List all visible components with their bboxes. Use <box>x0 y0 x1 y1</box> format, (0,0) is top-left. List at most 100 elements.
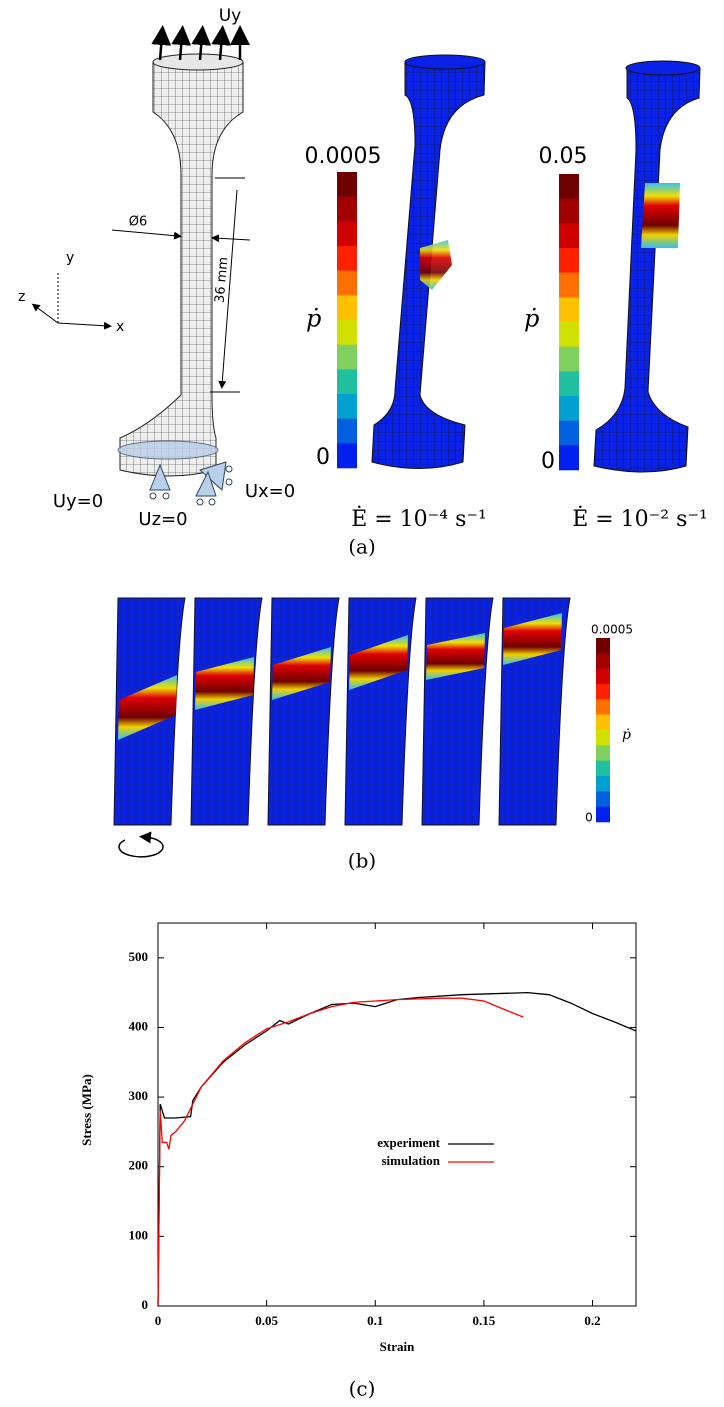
colorbar-min: 0 <box>316 445 330 470</box>
x-tick-label: 0.05 <box>255 1313 278 1328</box>
colorbar-step <box>337 394 357 419</box>
colorbar-min: 0 <box>541 449 555 474</box>
colorbar-step <box>559 174 579 199</box>
x-tick-label: 0.1 <box>367 1313 383 1328</box>
colorbar-min: 0 <box>585 811 593 825</box>
colorbar-step <box>596 776 610 792</box>
axes-triad <box>31 272 112 330</box>
colorbar-step <box>596 668 610 685</box>
chart: 0 100 200 300 400 500 0 0.05 0.1 0.15 0.2 experimen… <box>129 922 637 1328</box>
caption: (b) <box>348 849 376 873</box>
colorbar-step <box>337 172 357 197</box>
legend-label: simulation <box>381 1153 440 1168</box>
colorbar-step <box>337 221 357 247</box>
dimension-lines <box>111 177 251 393</box>
x-axis-label: Strain <box>380 1339 415 1354</box>
strip-band <box>118 675 177 740</box>
colorbar-step <box>596 714 610 731</box>
colorbar-step <box>559 322 579 347</box>
y-tick-label: 400 <box>129 1018 149 1033</box>
colorbar-symbol: ṗ <box>524 305 539 333</box>
strip <box>190 597 263 826</box>
rate-label: Ė = 10⁻² s⁻¹ <box>572 505 708 532</box>
strip-band <box>195 657 254 710</box>
colorbar-step <box>596 638 610 654</box>
colorbar-step <box>559 223 579 249</box>
colorbar <box>337 172 357 469</box>
bc-label: Ux=0 <box>245 481 295 502</box>
colorbar-step <box>337 320 357 345</box>
colorbar-step <box>559 297 579 323</box>
strip <box>344 597 417 826</box>
strip <box>421 597 494 826</box>
strip <box>267 597 340 826</box>
plot-frame <box>157 922 637 1307</box>
x-tick-label: 0.15 <box>473 1313 496 1328</box>
colorbar-step <box>337 418 357 444</box>
colorbar-step <box>596 653 610 669</box>
strip-band <box>349 635 408 690</box>
contour-specimen <box>593 60 701 473</box>
x-tick-label: 0 <box>155 1313 162 1328</box>
colorbar-step <box>596 684 610 700</box>
colorbar-step <box>337 443 357 469</box>
y-tick-label: 0 <box>142 1297 149 1312</box>
length-label: 36 mm <box>213 256 232 303</box>
colorbar-step <box>337 295 357 321</box>
caption: (c) <box>349 1377 376 1401</box>
colorbar-max: 0.0005 <box>305 144 382 169</box>
load-label: Uy <box>219 6 242 26</box>
colorbar-max: 0.0005 <box>591 623 633 637</box>
colorbar <box>559 174 579 471</box>
bc-label: Uz=0 <box>138 509 187 530</box>
rate-label: Ė = 10⁻⁴ s⁻¹ <box>351 505 487 532</box>
axis-label: z <box>18 289 25 305</box>
colorbar-step <box>337 369 357 395</box>
line <box>157 991 637 1307</box>
colorbar-step <box>596 791 610 807</box>
axis-label: x <box>116 319 124 335</box>
strip-band <box>272 647 331 700</box>
strip-band <box>426 633 485 680</box>
contour-specimen <box>371 54 486 469</box>
colorbar-step <box>596 760 610 777</box>
colorbar-step <box>559 272 579 298</box>
y-axis-label: Stress (MPa) <box>79 1074 94 1146</box>
localization-strips <box>113 597 571 826</box>
colorbar-step <box>559 371 579 397</box>
axis-label: y <box>66 250 74 266</box>
legend-label: experiment <box>377 1135 440 1150</box>
colorbar-step <box>559 396 579 421</box>
bc-label: Uy=0 <box>53 491 103 512</box>
colorbar-symbol: ṗ <box>306 305 321 333</box>
colorbar-step <box>559 346 579 372</box>
colorbar-step <box>559 445 579 471</box>
y-tick-label: 200 <box>129 1158 149 1173</box>
colorbar-max: 0.05 <box>539 144 588 169</box>
colorbar-step <box>559 198 579 224</box>
y-tick-label: 100 <box>129 1227 149 1242</box>
caption: (a) <box>348 535 376 559</box>
strip-band <box>503 613 562 665</box>
colorbar-step <box>337 344 357 370</box>
line <box>157 997 524 1307</box>
diameter-label: Ø6 <box>129 215 148 230</box>
colorbar-step <box>337 196 357 222</box>
y-tick-label: 500 <box>129 949 149 964</box>
rotation-icon <box>118 831 164 858</box>
colorbar-step <box>559 248 579 273</box>
colorbar-step <box>596 699 610 715</box>
colorbar-symbol: ṗ <box>622 727 631 743</box>
supports <box>149 461 233 506</box>
colorbar-step <box>559 420 579 446</box>
colorbar-step <box>337 246 357 271</box>
colorbar-step <box>596 806 610 823</box>
y-tick-label: 300 <box>129 1088 149 1103</box>
colorbar <box>596 638 610 823</box>
x-tick-label: 0.2 <box>584 1313 600 1328</box>
colorbar-step <box>596 745 610 761</box>
colorbar-step <box>596 730 610 746</box>
load-arrows <box>151 25 250 61</box>
colorbar-step <box>337 270 357 296</box>
